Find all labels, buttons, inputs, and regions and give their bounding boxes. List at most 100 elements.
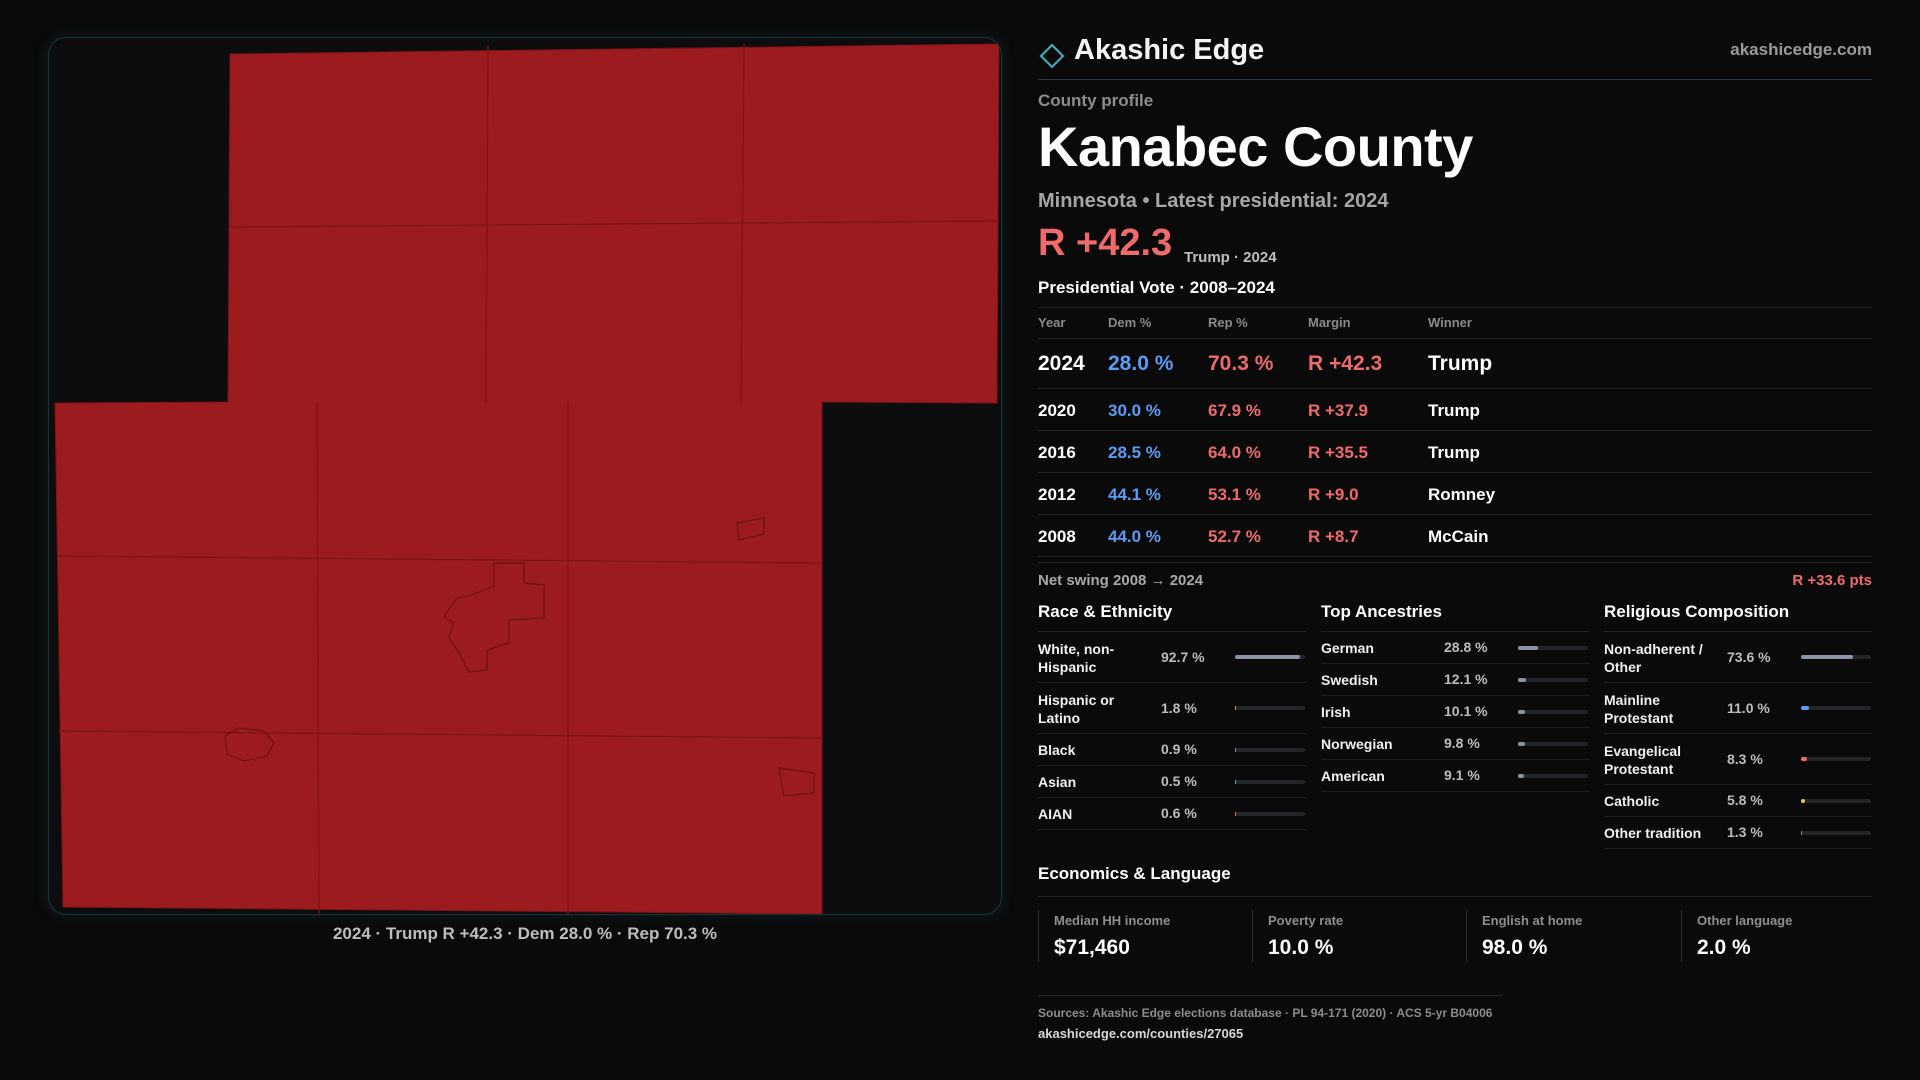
row-bar-fill — [1801, 799, 1806, 803]
econ-label: English at home — [1482, 913, 1583, 928]
cell-year: 2012 — [1038, 485, 1076, 504]
row-value: 5.8 % — [1727, 792, 1763, 808]
swing-divider — [1038, 562, 1872, 563]
row-value: 9.1 % — [1444, 767, 1480, 783]
econ-poverty-rate: Poverty rate 10.0 % — [1252, 910, 1457, 962]
row-bar — [1801, 799, 1871, 803]
city-outlines — [224, 517, 815, 797]
econ-value: 2.0 % — [1697, 936, 1751, 959]
county-map-svg — [54, 43, 1000, 914]
table-row: 2008 44.0 % 52.7 % R +8.7 McCain — [1038, 515, 1872, 557]
cell-margin: R +9.0 — [1308, 485, 1359, 504]
cell-margin: R +35.5 — [1308, 443, 1369, 462]
econ-median-income: Median HH income $71,460 — [1038, 910, 1243, 962]
row-label: Norwegian — [1321, 736, 1393, 752]
brand-header: Akashic Edge akashicedge.com — [1038, 32, 1872, 80]
cell-rep: 53.1 % — [1208, 485, 1261, 504]
township-lines — [56, 43, 1000, 914]
footer-url-link[interactable]: akashicedge.com/counties/27065 — [1038, 1026, 1244, 1041]
econ-value: 10.0 % — [1268, 936, 1334, 959]
row-bar-fill — [1518, 774, 1525, 778]
headline-margin: R +42.3 — [1038, 222, 1173, 264]
row-label: Evangelical Protestant — [1604, 743, 1682, 777]
row-bar-fill — [1235, 706, 1237, 710]
map-caption: 2024 · Trump R +42.3 · Dem 28.0 % · Rep … — [332, 924, 718, 943]
row-bar-fill — [1518, 710, 1526, 714]
page-subtitle: Minnesota • Latest presidential: 2024 — [1038, 190, 1389, 212]
religion-rows: Non-adherent / Other 73.6 % Mainline Prote… — [1604, 632, 1872, 849]
row-bar — [1235, 748, 1305, 752]
list-item: German 28.8 % — [1321, 632, 1589, 664]
cell-dem: 44.0 % — [1108, 527, 1161, 546]
row-value: 73.6 % — [1727, 649, 1771, 665]
religion-section-title: Religious Composition — [1604, 602, 1872, 632]
race-rows: White, non-Hispanic 92.7 % Hispanic or Lat… — [1038, 632, 1306, 830]
list-item: Evangelical Protestant 8.3 % — [1604, 734, 1872, 785]
ancestry-section-title: Top Ancestries — [1321, 602, 1589, 632]
economics-divider — [1038, 896, 1872, 897]
row-bar — [1801, 706, 1871, 710]
row-bar-fill — [1518, 678, 1527, 682]
cell-dem: 28.0 % — [1108, 352, 1174, 375]
county-map[interactable] — [48, 37, 1002, 915]
swing-label: Net swing 2008 → 2024 — [1038, 572, 1204, 589]
table-row: 2016 28.5 % 64.0 % R +35.5 Trump — [1038, 431, 1872, 473]
row-bar — [1518, 678, 1588, 682]
row-bar-fill — [1801, 831, 1803, 835]
cell-rep: 64.0 % — [1208, 443, 1261, 462]
cell-rep: 70.3 % — [1208, 352, 1274, 375]
cell-winner: Trump — [1428, 352, 1493, 375]
presidential-section-title: Presidential Vote · 2008–2024 — [1038, 278, 1275, 297]
table-row: 2020 30.0 % 67.9 % R +37.9 Trump — [1038, 389, 1872, 431]
list-item: White, non-Hispanic 92.7 % — [1038, 632, 1306, 683]
row-bar — [1518, 710, 1588, 714]
list-item: Catholic 5.8 % — [1604, 785, 1872, 817]
cell-dem: 30.0 % — [1108, 401, 1161, 420]
row-bar — [1235, 780, 1305, 784]
row-bar — [1801, 831, 1871, 835]
row-bar — [1235, 655, 1305, 659]
row-bar-fill — [1801, 655, 1853, 659]
row-label: White, non-Hispanic — [1038, 641, 1115, 675]
county-shape[interactable] — [54, 43, 1000, 914]
row-value: 8.3 % — [1727, 751, 1763, 767]
list-item: AIAN 0.6 % — [1038, 798, 1306, 830]
row-label: Swedish — [1321, 672, 1378, 688]
row-label: Black — [1038, 742, 1076, 758]
cell-year: 2020 — [1038, 401, 1076, 420]
cell-margin: R +42.3 — [1308, 352, 1383, 375]
row-label: Non-adherent / Other — [1604, 641, 1703, 675]
row-bar — [1235, 706, 1305, 710]
economics-section-title: Economics & Language — [1038, 864, 1231, 883]
row-bar — [1518, 646, 1588, 650]
row-label: Catholic — [1604, 793, 1660, 809]
row-bar — [1801, 655, 1871, 659]
row-bar-fill — [1518, 742, 1525, 746]
cell-dem: 44.1 % — [1108, 485, 1161, 504]
cell-year: 2016 — [1038, 443, 1076, 462]
row-value: 0.5 % — [1161, 773, 1197, 789]
race-section-title: Race & Ethnicity — [1038, 602, 1306, 632]
list-item: Irish 10.1 % — [1321, 696, 1589, 728]
econ-label: Median HH income — [1054, 913, 1171, 928]
header-winner: Winner — [1428, 315, 1472, 330]
header-year: Year — [1038, 315, 1066, 330]
list-item: Norwegian 9.8 % — [1321, 728, 1589, 760]
cell-margin: R +37.9 — [1308, 401, 1369, 420]
row-value: 92.7 % — [1161, 649, 1205, 665]
row-bar-fill — [1235, 655, 1300, 659]
row-label: Other tradition — [1604, 825, 1702, 841]
row-bar-fill — [1235, 812, 1237, 816]
brand-url-link[interactable]: akashicedge.com — [1730, 40, 1872, 59]
cell-rep: 67.9 % — [1208, 401, 1261, 420]
row-value: 28.8 % — [1444, 639, 1488, 655]
footer-divider — [1038, 995, 1503, 996]
page-eyebrow: County profile — [1038, 91, 1154, 110]
page-title: Kanabec County — [1038, 115, 1473, 178]
diamond-logo-icon — [1039, 43, 1065, 69]
cell-winner: Trump — [1428, 443, 1480, 462]
header-margin: Margin — [1308, 315, 1351, 330]
header-rep: Rep % — [1208, 315, 1248, 330]
list-item: Non-adherent / Other 73.6 % — [1604, 632, 1872, 683]
row-bar — [1518, 742, 1588, 746]
